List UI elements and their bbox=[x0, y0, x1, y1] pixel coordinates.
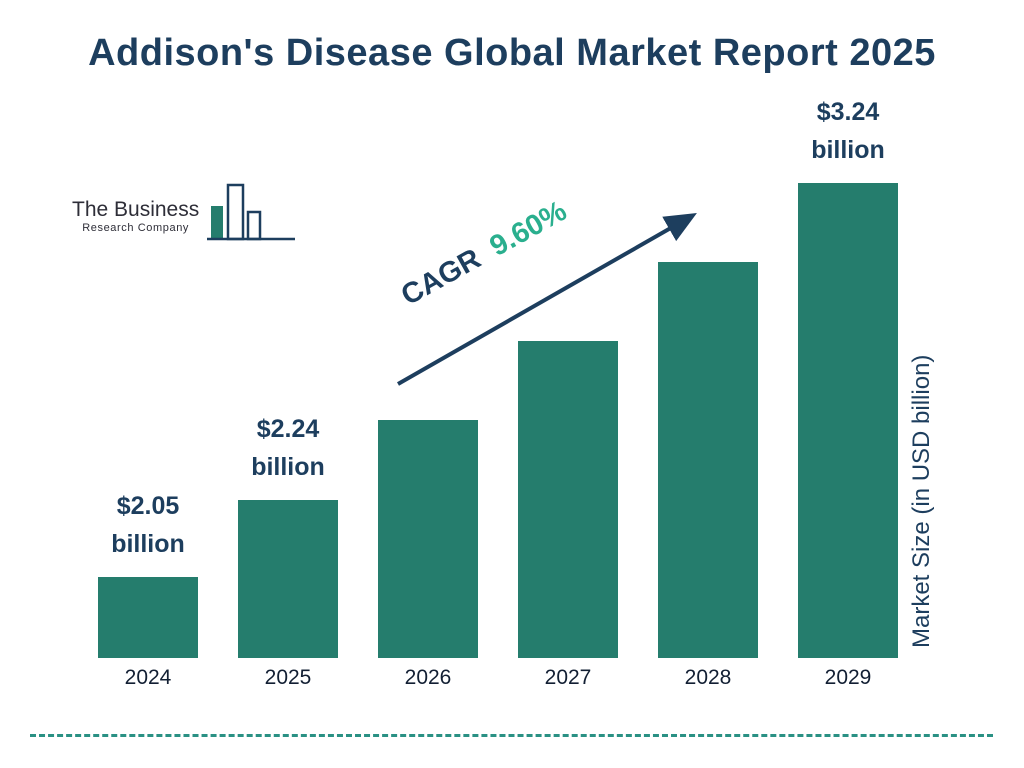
bar-value-label-2024: $2.05 billion bbox=[111, 491, 185, 559]
page-title: Addison's Disease Global Market Report 2… bbox=[88, 32, 936, 74]
logo-text: The Business Research Company bbox=[72, 198, 199, 244]
company-logo: The Business Research Company bbox=[72, 182, 297, 244]
x-axis-label-2029: 2029 bbox=[824, 666, 872, 689]
bar-column-2029: $3.24 billion bbox=[798, 93, 898, 658]
bar-column-2028 bbox=[658, 262, 758, 658]
bar-value-label-2029: $3.24 billion bbox=[811, 97, 885, 165]
bar-column-2027 bbox=[518, 341, 618, 658]
logo-subname: Research Company bbox=[82, 222, 190, 234]
bar-2026 bbox=[378, 420, 478, 658]
x-axis-label-2027: 2027 bbox=[544, 666, 592, 689]
bar-2024 bbox=[98, 577, 198, 658]
bar-2025 bbox=[238, 500, 338, 658]
bar-column-2024: $2.05 billion bbox=[98, 487, 198, 658]
bar-2028 bbox=[658, 262, 758, 658]
bar-value-label-2025: $2.24 billion bbox=[251, 414, 325, 482]
x-axis-label-2026: 2026 bbox=[404, 666, 452, 689]
y-axis-title: Market Size (in USD billion) bbox=[908, 354, 935, 648]
bar-chart: $2.05 billion $2.24 billion $3.24 billion bbox=[98, 98, 898, 658]
bar-column-2026 bbox=[378, 420, 478, 658]
x-axis-label-2025: 2025 bbox=[264, 666, 312, 689]
x-axis-label-2028: 2028 bbox=[684, 666, 732, 689]
bottom-dashed-divider bbox=[30, 734, 993, 737]
x-axis-labels: 2024 2025 2026 2027 2028 2029 bbox=[98, 666, 898, 690]
logo-bars-icon bbox=[207, 183, 296, 241]
bar-2029 bbox=[798, 183, 898, 658]
bar-column-2025: $2.24 billion bbox=[238, 410, 338, 658]
x-axis-label-2024: 2024 bbox=[124, 666, 172, 689]
bar-2027 bbox=[518, 341, 618, 658]
logo-name: The Business bbox=[72, 198, 200, 221]
